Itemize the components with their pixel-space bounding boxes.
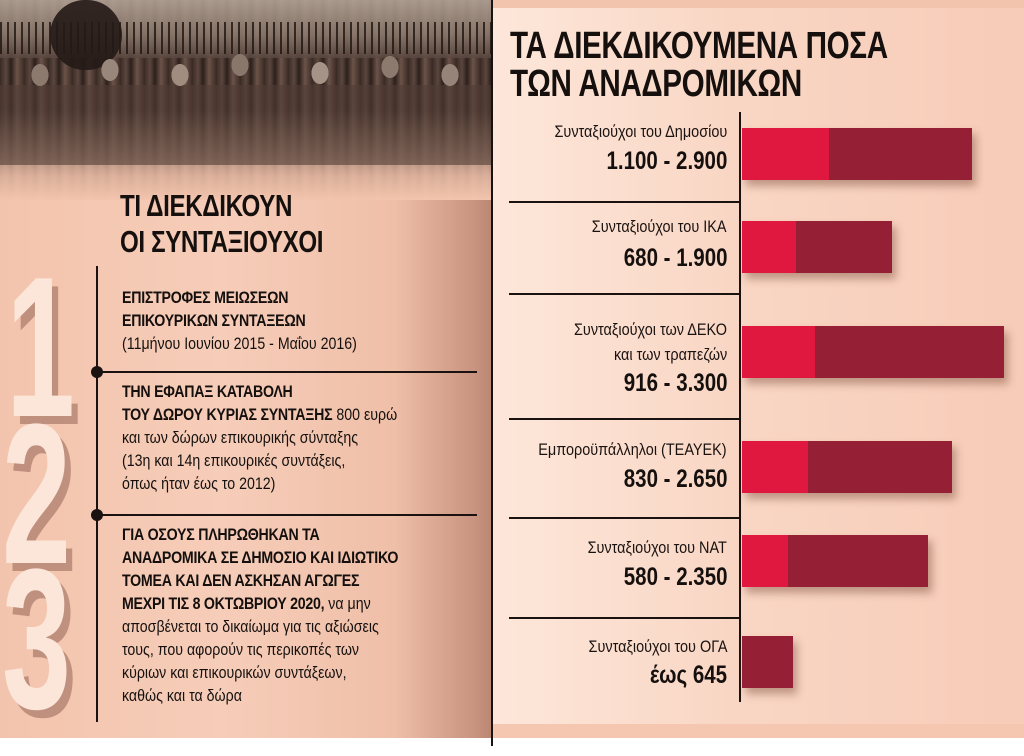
left-heading: ΤΙ ΔΙΕΚΔΙΚΟΥΝ ΟΙ ΣΥΝΤΑΞΙΟΥΧΟΙ <box>120 188 324 260</box>
demand-3-text: να μην <box>324 595 371 613</box>
demand-item-3: ΓΙΑ ΟΣΟΥΣ ΠΛΗΡΩΘΗΚΑΝ ΤΑ ΑΝΑΔΡΟΜΙΚΑ ΣΕ ΔΗ… <box>122 524 482 708</box>
range-value: 916 - 3.300 <box>623 369 727 397</box>
bar-max-segment <box>742 636 793 688</box>
demand-3-text: αποσβένεται το δικαίωμα για τις αξιώσεις <box>122 618 379 636</box>
left-heading-line1: ΤΙ ΔΙΕΚΔΙΚΟΥΝ <box>120 188 293 223</box>
row-divider <box>509 418 740 420</box>
timeline-dot <box>91 509 103 521</box>
bar-max-segment <box>829 128 972 180</box>
item-divider <box>97 371 477 373</box>
demand-item-1: ΕΠΙΣΤΡΟΦΕΣ ΜΕΙΩΣΕΩΝ ΕΠΙΚΟΥΡΙΚΩΝ ΣΥΝΤΑΞΕΩ… <box>122 287 482 356</box>
demand-3-text: καθώς και τα δώρα <box>122 687 242 705</box>
chart-axis <box>739 112 741 702</box>
range-bar <box>742 221 892 273</box>
left-panel: ΤΙ ΔΙΕΚΔΙΚΟΥΝ ΟΙ ΣΥΝΤΑΞΙΟΥΧΟΙ 1 2 3 ΕΠΙΣ… <box>0 0 493 738</box>
range-bar <box>742 441 952 493</box>
bar-max-segment <box>796 221 892 273</box>
demand-2-heading: ΤΗΝ ΕΦΑΠΑΞ ΚΑΤΑΒΟΛΗ <box>122 383 293 401</box>
demand-3-heading: ΑΝΑΔΡΟΜΙΚΑ ΣΕ ΔΗΜΟΣΙΟ ΚΑΙ ΙΔΙΩΤΙΚΟ <box>122 549 399 567</box>
demand-item-2: ΤΗΝ ΕΦΑΠΑΞ ΚΑΤΑΒΟΛΗ ΤΟΥ ΔΩΡΟΥ ΚΥΡΙΑΣ ΣΥΝ… <box>122 381 482 496</box>
category-label: Συνταξιούχοι του Δημοσίου <box>554 122 727 141</box>
number-2: 2 <box>2 383 71 606</box>
demand-2-text: (13η και 14η επικουρικές συντάξεις, <box>122 452 346 470</box>
demand-3-text: τους, που αφορούν τις περικοπές των <box>122 641 359 659</box>
category-label: Εμποροϋπάλληλοι (ΤΕΑΥΕΚ) <box>538 440 727 459</box>
item-divider <box>97 514 477 516</box>
chart-title: ΤΑ ΔΙΕΚΔΙΚΟΥΜΕΝΑ ΠΟΣΑ ΤΩΝ ΑΝΑΔΡΟΜΙΚΩΝ <box>510 27 888 103</box>
number-1: 1 <box>6 236 75 459</box>
demand-2-text: 800 ευρώ <box>332 406 398 424</box>
bar-max-segment <box>788 535 928 587</box>
row-divider <box>509 617 740 619</box>
panel-divider <box>491 0 493 746</box>
protest-photo <box>0 0 493 200</box>
range-bar <box>742 326 1004 378</box>
demand-2-heading: ΤΟΥ ΔΩΡΟΥ ΚΥΡΙΑΣ ΣΥΝΤΑΞΗΣ <box>122 406 333 424</box>
category-label: Συνταξιούχοι του ΟΓΑ <box>588 637 727 656</box>
chart-title-line2: ΤΩΝ ΑΝΑΔΡΟΜΙΚΩΝ <box>510 63 802 105</box>
row-divider <box>509 201 740 203</box>
timeline-line <box>96 266 98 722</box>
bar-max-segment <box>815 326 1004 378</box>
demand-3-heading: ΓΙΑ ΟΣΟΥΣ ΠΛΗΡΩΘΗΚΑΝ ΤΑ <box>122 526 320 544</box>
demand-1-text: (11μήνου Ιουνίου 2015 - Μαΐου 2016) <box>122 335 357 353</box>
category-label: Συνταξιούχοι του ΝΑΤ <box>587 538 727 557</box>
row-divider <box>509 517 740 519</box>
demand-2-text: και των δώρων επικουρικής σύνταξης <box>122 429 359 447</box>
range-bar <box>742 636 793 688</box>
category-label: Συνταξιούχοι των ΔΕΚΟ <box>574 320 727 339</box>
bar-min-segment <box>742 221 796 273</box>
range-bar <box>742 535 928 587</box>
range-value: έως 645 <box>649 661 727 689</box>
bar-max-segment <box>808 441 952 493</box>
bar-min-segment <box>742 535 788 587</box>
demand-3-heading: ΜΕΧΡΙ ΤΙΣ 8 ΟΚΤΩΒΡΙΟΥ 2020, <box>122 595 325 613</box>
range-value: 680 - 1.900 <box>623 244 727 272</box>
range-value: 1.100 - 2.900 <box>606 147 727 175</box>
category-label: Συνταξιούχοι του ΙΚΑ <box>592 217 727 236</box>
bar-min-segment <box>742 128 829 180</box>
demand-2-text: όπως ήταν έως το 2012) <box>122 475 276 493</box>
demand-3-text: κύριων και επικουρικών συντάξεων, <box>122 664 347 682</box>
bar-min-segment <box>742 441 808 493</box>
range-value: 830 - 2.650 <box>623 465 727 493</box>
range-value: 580 - 2.350 <box>623 563 727 591</box>
left-heading-line2: ΟΙ ΣΥΝΤΑΞΙΟΥΧΟΙ <box>120 224 324 259</box>
demand-1-heading: ΕΠΙΚΟΥΡΙΚΩΝ ΣΥΝΤΑΞΕΩΝ <box>122 312 306 330</box>
number-3: 3 <box>2 528 71 739</box>
row-divider <box>509 293 740 295</box>
range-bar <box>742 128 972 180</box>
bottom-strip <box>493 724 1024 738</box>
chart-title-line1: ΤΑ ΔΙΕΚΔΙΚΟΥΜΕΝΑ ΠΟΣΑ <box>510 25 888 67</box>
bar-min-segment <box>742 326 815 378</box>
demand-1-heading: ΕΠΙΣΤΡΟΦΕΣ ΜΕΙΩΣΕΩΝ <box>122 289 289 307</box>
demand-3-heading: ΤΟΜΕΑ ΚΑΙ ΔΕΝ ΑΣΚΗΣΑΝ ΑΓΩΓΕΣ <box>122 572 360 590</box>
timeline-dot <box>91 366 103 378</box>
category-label: και των τραπεζών <box>613 345 727 364</box>
crowd-of-pensioners <box>0 45 493 165</box>
top-strip <box>493 0 1024 8</box>
